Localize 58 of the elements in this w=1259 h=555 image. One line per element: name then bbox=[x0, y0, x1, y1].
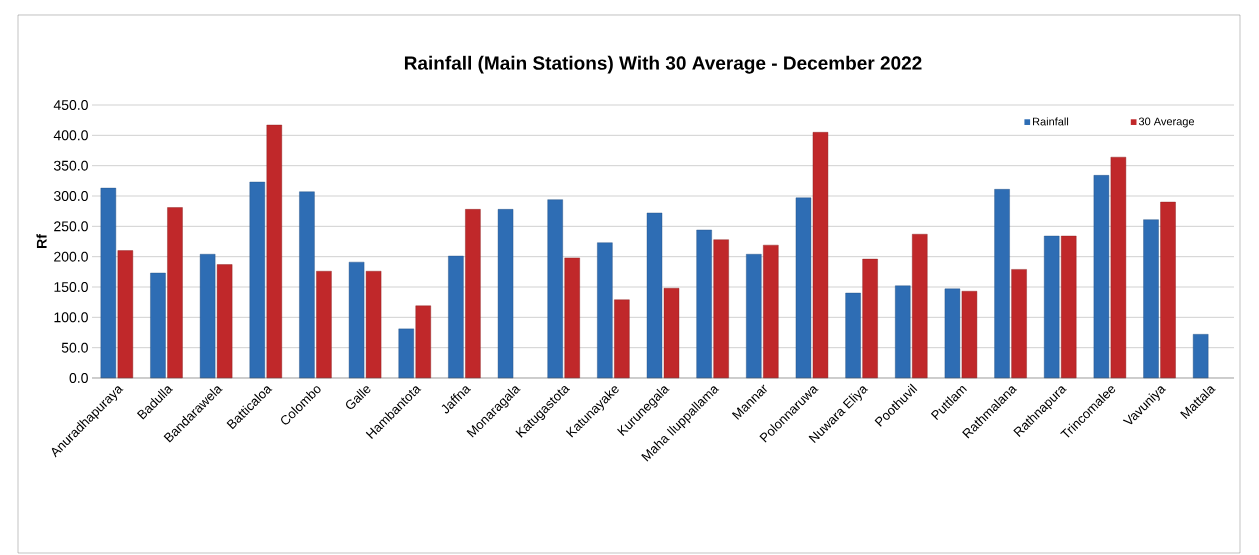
bar bbox=[415, 305, 431, 379]
bar bbox=[117, 250, 134, 379]
bar bbox=[614, 299, 630, 379]
bar bbox=[564, 257, 580, 379]
bar bbox=[199, 254, 216, 379]
bar bbox=[1061, 235, 1077, 379]
bar bbox=[994, 189, 1010, 379]
bar bbox=[912, 234, 928, 379]
bar bbox=[100, 187, 117, 379]
bar bbox=[249, 181, 265, 379]
bar bbox=[448, 255, 464, 379]
bar bbox=[547, 199, 563, 379]
y-tick-label: 150.0 bbox=[54, 282, 88, 292]
bar bbox=[348, 261, 365, 379]
legend-label: 30 Average bbox=[1138, 117, 1195, 128]
bar bbox=[216, 264, 233, 379]
bar bbox=[746, 254, 762, 379]
bar bbox=[1143, 219, 1159, 379]
bar bbox=[1110, 156, 1127, 379]
bar bbox=[696, 229, 712, 379]
bar bbox=[1011, 269, 1027, 379]
bar bbox=[961, 291, 978, 379]
y-tick-label: 350.0 bbox=[53, 160, 88, 171]
y-tick-label: 250.0 bbox=[54, 221, 88, 232]
bar bbox=[1093, 175, 1110, 379]
bar bbox=[1192, 334, 1209, 379]
y-axis-title: Rf bbox=[36, 234, 47, 248]
bar bbox=[465, 209, 481, 379]
bar bbox=[150, 272, 166, 379]
y-tick-label: 400.0 bbox=[53, 130, 88, 141]
bar bbox=[845, 292, 861, 379]
bar bbox=[862, 258, 878, 379]
y-tick-label: 0.0 bbox=[69, 373, 88, 383]
bar bbox=[365, 271, 382, 379]
bar bbox=[646, 212, 663, 379]
y-tick-label: 450.0 bbox=[53, 100, 88, 110]
bar bbox=[266, 124, 282, 379]
y-tick-label: 50.0 bbox=[61, 342, 88, 353]
bar bbox=[763, 244, 779, 379]
y-tick-label: 100.0 bbox=[54, 312, 88, 323]
bar bbox=[812, 132, 829, 379]
y-tick-label: 200.0 bbox=[54, 251, 88, 262]
bar bbox=[795, 197, 812, 379]
bar bbox=[663, 288, 680, 379]
bar bbox=[299, 191, 315, 379]
legend-label: Rainfall bbox=[1033, 117, 1069, 126]
bar bbox=[316, 271, 332, 379]
y-tick-label: 300.0 bbox=[53, 191, 88, 201]
bar bbox=[895, 285, 911, 379]
chart-title: Rainfall (Main Stations) With 30 Average - December 2022 bbox=[404, 55, 922, 74]
bar bbox=[497, 209, 514, 379]
bar bbox=[167, 207, 183, 379]
bar bbox=[1044, 235, 1060, 379]
bar bbox=[1160, 201, 1176, 379]
bar bbox=[597, 242, 613, 379]
bar bbox=[398, 328, 414, 379]
bar bbox=[713, 239, 729, 379]
bar bbox=[944, 288, 961, 379]
